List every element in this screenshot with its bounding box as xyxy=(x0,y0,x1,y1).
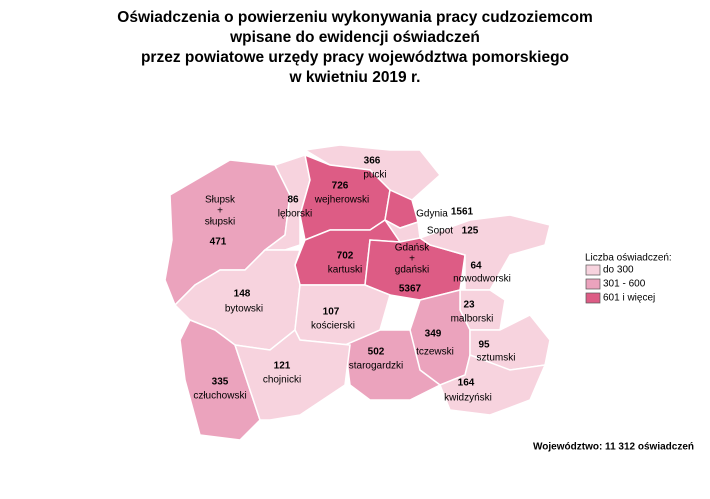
legend-label: 601 i więcej xyxy=(603,293,655,304)
title-line: Oświadczenia o powierzeniu wykonywania p… xyxy=(117,9,592,26)
region xyxy=(418,214,551,291)
region-name: nowodworski xyxy=(453,274,511,285)
title-line: w kwietniu 2019 r. xyxy=(289,69,421,86)
region-name: gdański xyxy=(395,265,429,276)
region-name: starogardzki xyxy=(349,361,403,372)
region-name: chojnicki xyxy=(263,375,301,386)
region-value: 121 xyxy=(274,361,291,372)
region-value: 125 xyxy=(462,226,479,237)
region-name: wejherowski xyxy=(314,195,369,206)
region-name: kościerski xyxy=(311,321,355,332)
legend-swatch xyxy=(585,292,601,304)
region-value: 1561 xyxy=(451,207,474,218)
region-name: + xyxy=(217,206,223,217)
region-value: 702 xyxy=(337,251,354,262)
region-value: 726 xyxy=(332,181,349,192)
region-value: 86 xyxy=(287,195,299,206)
region-value: 349 xyxy=(425,329,442,340)
footer: Województwo: 11 312 oświadczeń xyxy=(533,442,694,453)
legend-label: do 300 xyxy=(603,265,634,276)
region-name: Sopot xyxy=(427,226,453,237)
region-value: 23 xyxy=(463,300,475,311)
region-name: malborski xyxy=(451,314,494,325)
region-value: 502 xyxy=(368,347,385,358)
region-value: 164 xyxy=(458,378,475,389)
region-name: tczewski xyxy=(416,347,454,358)
region-name: kwidzyński xyxy=(444,393,492,404)
region-name: Gdynia xyxy=(416,209,448,220)
region-name: sztumski xyxy=(477,353,516,364)
region-value: 5367 xyxy=(399,284,422,295)
legend-title: Liczba oświadczeń: xyxy=(585,253,672,264)
legend-swatch xyxy=(585,264,601,276)
region-name: Gdańsk xyxy=(395,243,430,254)
region-value: 64 xyxy=(470,261,482,272)
region-value: 366 xyxy=(364,156,381,167)
region-name: kartuski xyxy=(328,265,362,276)
region xyxy=(179,319,261,441)
region-value: 148 xyxy=(234,289,251,300)
region-name: lęborski xyxy=(278,209,312,220)
region-value: 471 xyxy=(210,237,227,248)
legend-label: 301 - 600 xyxy=(603,279,646,290)
region-name: + xyxy=(409,254,415,265)
region-name: bytowski xyxy=(225,304,263,315)
region-name: człuchowski xyxy=(193,391,246,402)
region xyxy=(439,354,547,416)
title-line: wpisane do ewidencji oświadczeń xyxy=(229,29,480,46)
region-value: 95 xyxy=(478,340,490,351)
region-value: 335 xyxy=(212,377,229,388)
region-name: Słupsk xyxy=(205,195,236,206)
legend-swatch xyxy=(585,278,601,290)
title-line: przez powiatowe urzędy pracy województwa… xyxy=(141,49,569,66)
region-name: pucki xyxy=(363,170,386,181)
region-name: słupski xyxy=(205,217,236,228)
region xyxy=(233,328,351,421)
region-value: 107 xyxy=(323,307,340,318)
